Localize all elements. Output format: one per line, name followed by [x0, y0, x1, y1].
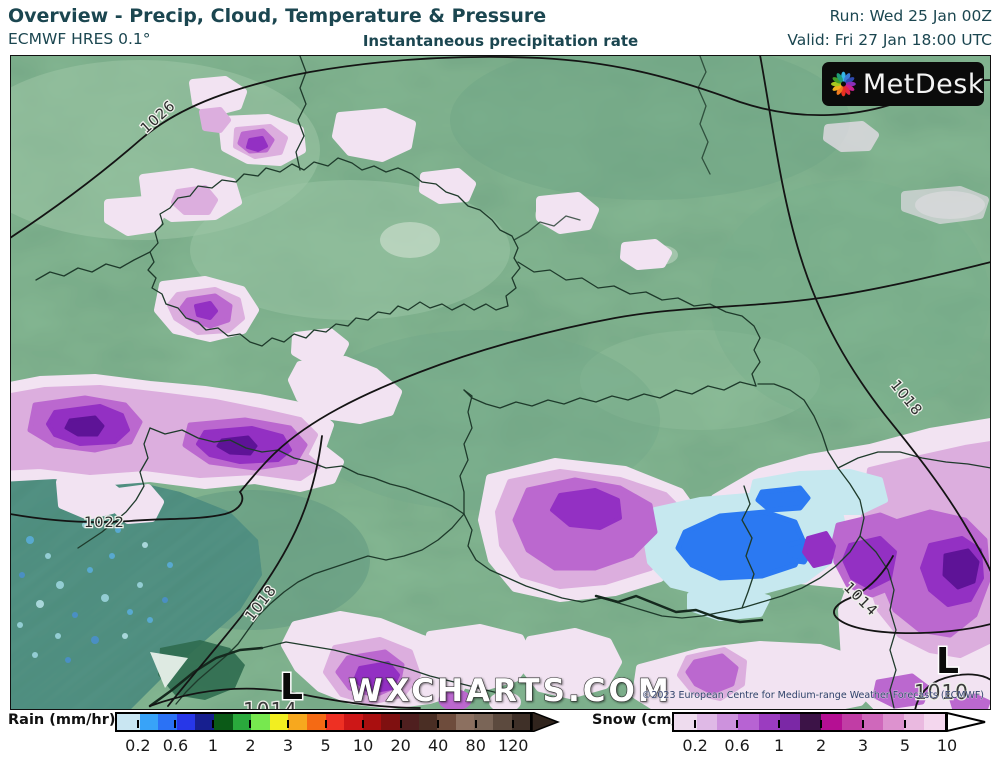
pinwheel-burst-icon: [831, 71, 856, 97]
low-pressure-marker: L: [280, 667, 303, 708]
isobar-label: 1014: [243, 698, 298, 710]
isobars: [10, 55, 991, 710]
rain-legend-label: Rain (mm/hr): [8, 712, 116, 728]
snow-legend-arrow: [947, 712, 986, 732]
map-base: [10, 55, 991, 710]
parameter-label: Instantaneous precipitation rate: [362, 32, 639, 50]
metdesk-logo: MetDesk: [822, 62, 984, 106]
rain-colorbar: [115, 712, 532, 732]
copyright-text: ©2023 European Centre for Medium-range W…: [642, 690, 984, 701]
rain-legend-ticks: 0.2 0.6 1 2 3 5 10 20 40 80 120: [115, 720, 532, 763]
low-pressure-marker: L: [936, 641, 959, 682]
isobar-label: 1010: [914, 680, 969, 704]
logo-brand: MetDesk: [862, 68, 984, 100]
valid-time: Valid: Fri 27 Jan 18:00 UTC: [787, 31, 992, 49]
model-label: ECMWF HRES 0.1°: [8, 30, 151, 48]
weather-map: 1026 1022 1018 1018 1014 1014 1010 L L W…: [10, 55, 991, 710]
run-valid-times: Run: Wed 25 Jan 00Z Valid: Fri 27 Jan 18…: [787, 4, 992, 52]
map-frame: [10, 55, 991, 710]
rain-legend-arrow: [532, 712, 560, 732]
run-time: Run: Wed 25 Jan 00Z: [829, 7, 992, 25]
alpine-speckles: [17, 522, 173, 663]
precip-vdark-layer: [64, 415, 980, 590]
watermark: WXCHARTS.COM: [348, 673, 671, 709]
snow-colorbar: [672, 712, 947, 732]
isobar-label: 1022: [84, 515, 125, 531]
precip-blue-layer: [675, 485, 813, 581]
page-title: Overview - Precip, Cloud, Temperature & …: [8, 5, 547, 27]
snow-legend-ticks: 0.2 0.6 1 2 3 5 10: [672, 720, 957, 763]
country-borders: [35, 55, 991, 709]
